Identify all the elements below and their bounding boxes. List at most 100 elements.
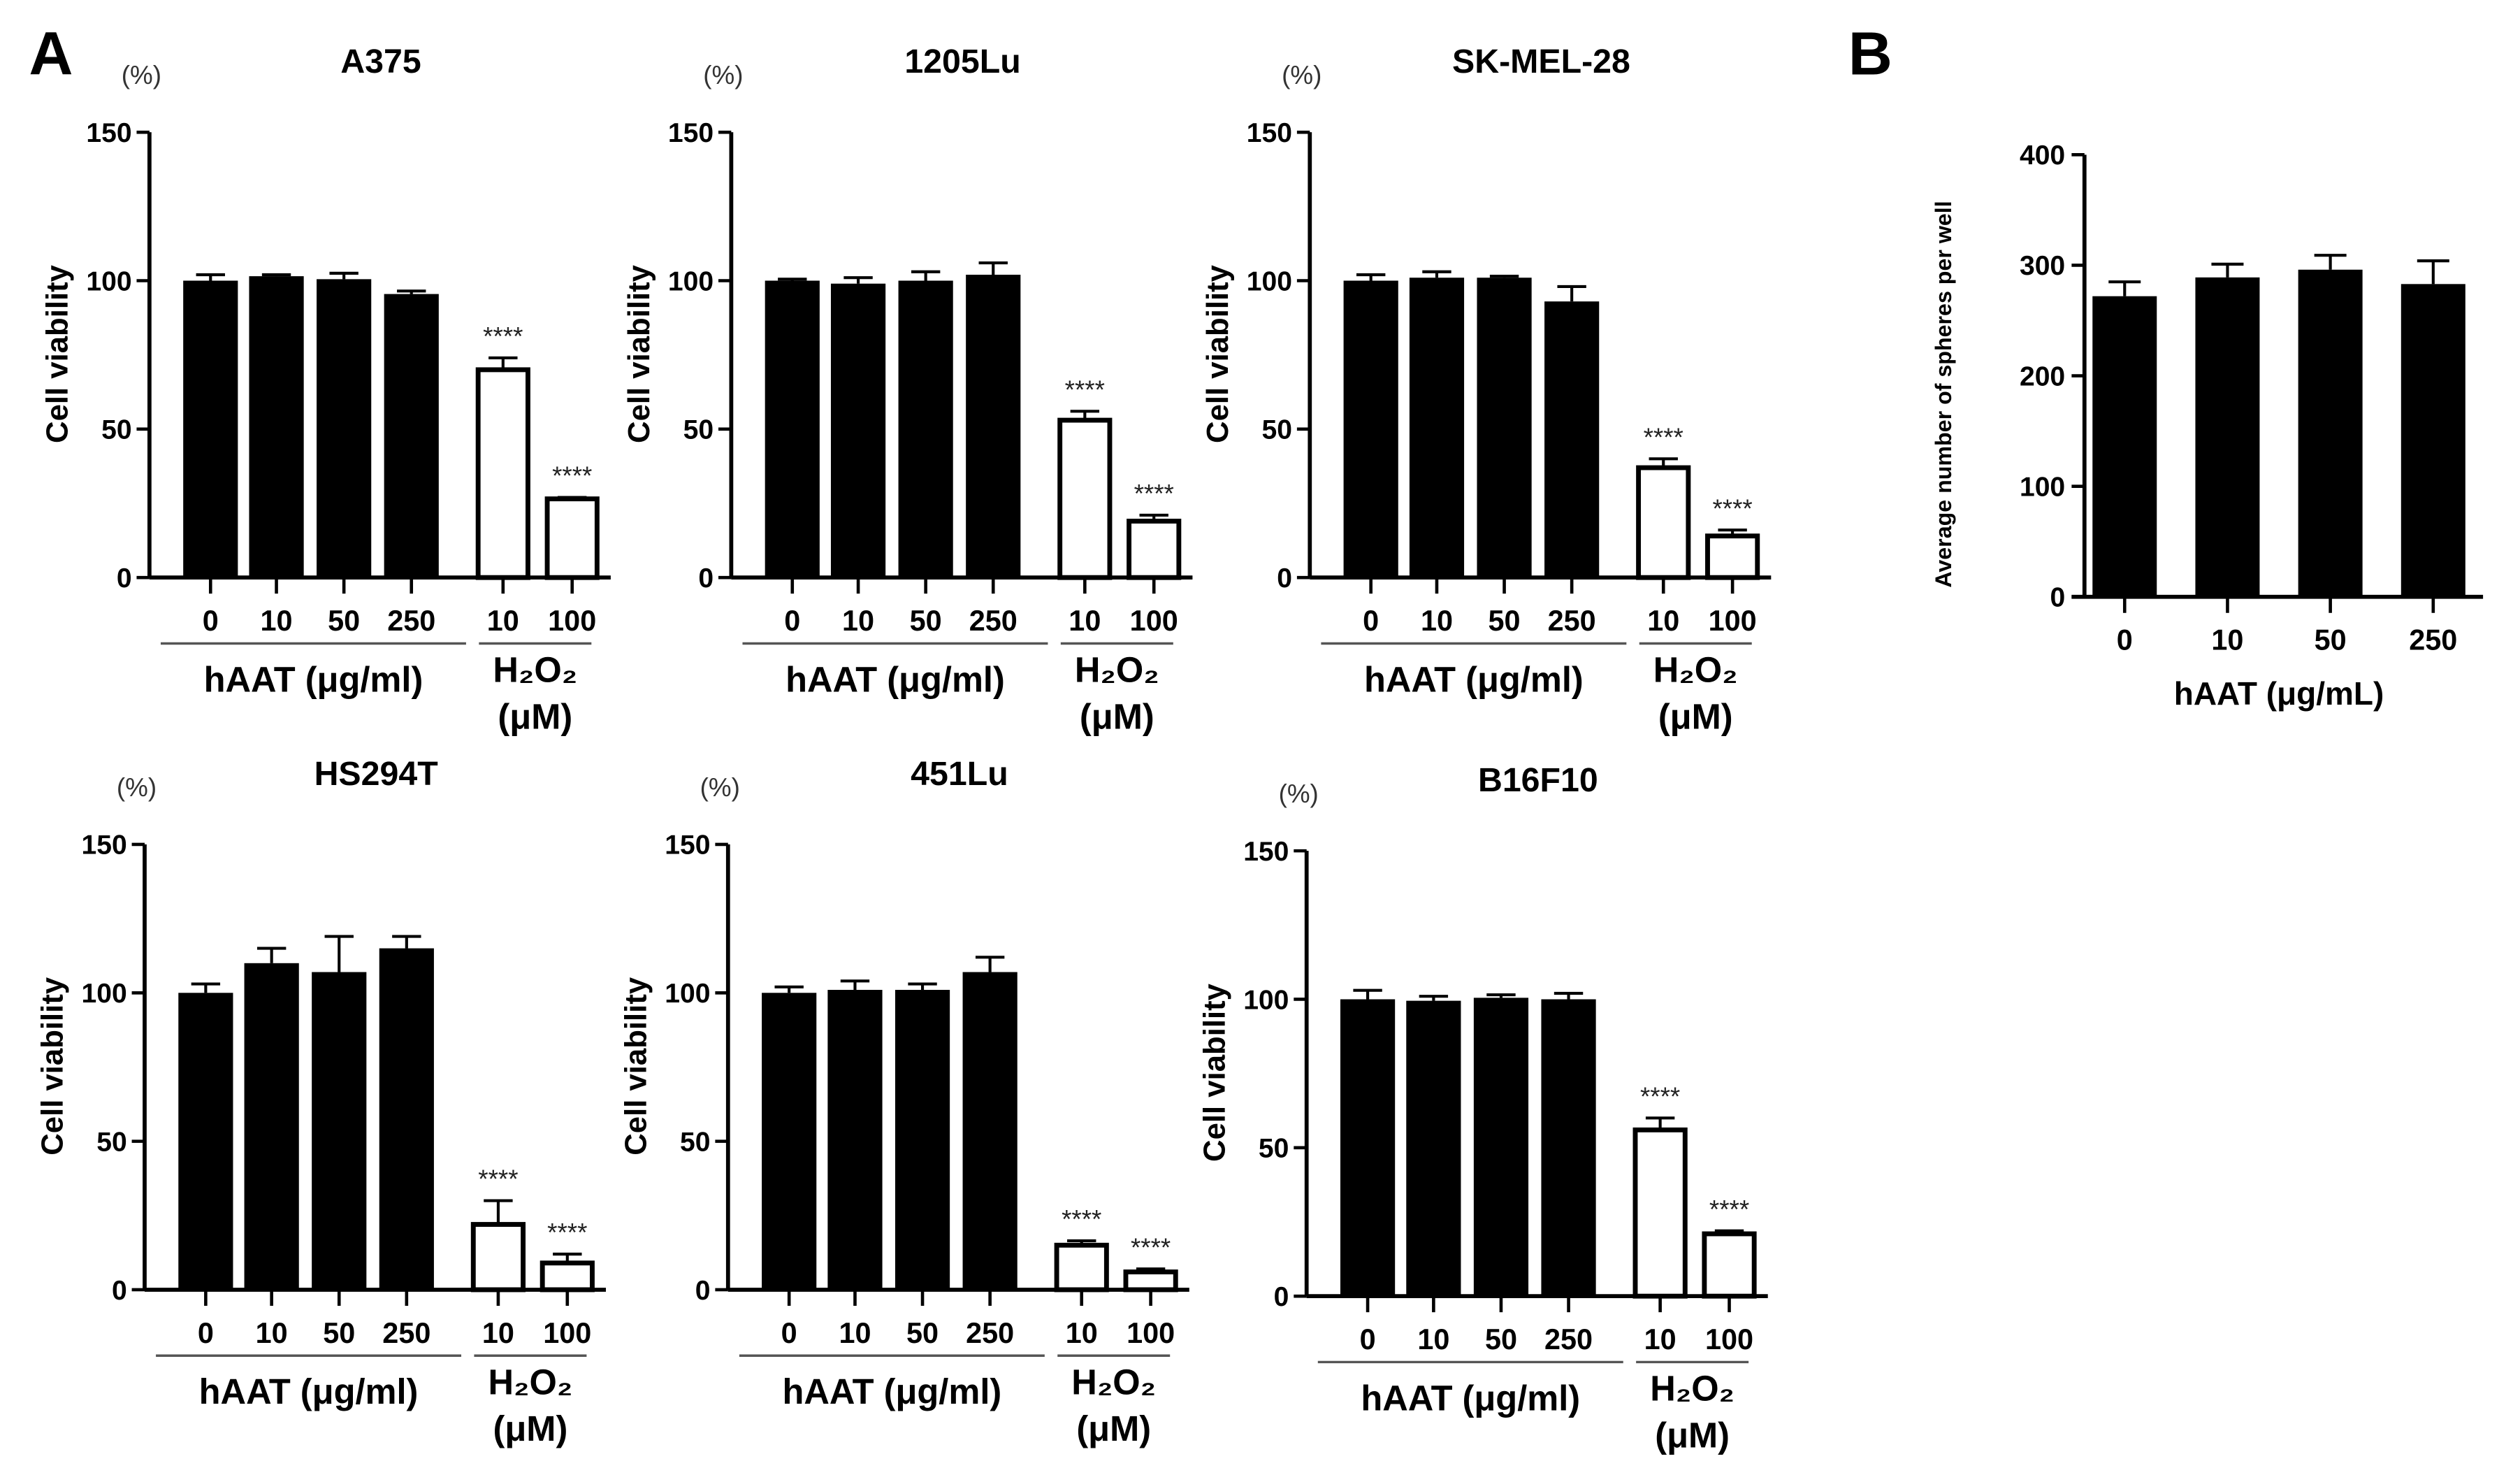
bar: [2092, 296, 2157, 597]
x-tick-label: 0: [1360, 1323, 1376, 1355]
bar: [470, 1222, 526, 1293]
bar: [1541, 999, 1596, 1297]
bar: [1409, 278, 1465, 578]
x-tick-label: 50: [1485, 1323, 1517, 1355]
x-tick-label: 0: [203, 605, 219, 637]
bar: [830, 283, 886, 578]
x-tick-label: 0: [2117, 624, 2133, 656]
chart-title: HS294T: [314, 755, 438, 793]
group-label-haat: hAAT (μg/ml): [204, 659, 423, 699]
bar: [244, 963, 299, 1290]
x-tick-label: 100: [1130, 605, 1178, 637]
y-tick-label: 50: [1259, 1134, 1289, 1164]
x-tick-label: 10: [1417, 1323, 1449, 1355]
significance-marker: ****: [1062, 1204, 1101, 1233]
bar: [827, 990, 883, 1290]
y-tick-label: 150: [86, 118, 131, 148]
x-tick-label: 250: [1544, 1323, 1593, 1355]
y-tick-label: 50: [96, 1127, 126, 1157]
chart-title: A375: [340, 43, 421, 80]
group-label-h2o2: H₂O₂: [1650, 1369, 1735, 1409]
bar: [2195, 277, 2260, 597]
y-axis-label: Cell viability: [1197, 983, 1231, 1162]
x-tick-label: 100: [548, 605, 596, 637]
chart-title: 451Lu: [911, 755, 1008, 793]
group-label-haat: hAAT (μg/ml): [199, 1372, 419, 1411]
bar: [1127, 519, 1182, 580]
x-tick-label: 10: [842, 605, 874, 637]
y-tick-label: 0: [112, 1276, 127, 1306]
bar: [1544, 301, 1600, 578]
bar: [1705, 533, 1760, 580]
y-tick-label: 100: [1247, 266, 1292, 296]
bar: [249, 276, 304, 578]
group-label-haat: hAAT (μg/ml): [1364, 659, 1584, 699]
group-label-h2o2: H₂O₂: [1075, 650, 1159, 690]
significance-marker: ****: [1131, 1233, 1171, 1262]
significance-marker: ****: [1065, 375, 1105, 404]
group-label-haat: hAAT (μg/ml): [1361, 1378, 1580, 1418]
y-tick-label: 100: [668, 266, 714, 296]
x-axis-label: hAAT (μg/mL): [2174, 675, 2384, 712]
y-axis-label: Cell viability: [622, 264, 656, 443]
y-tick-label: 400: [2020, 141, 2065, 171]
chart-panel-b: Average number of spheres per well010020…: [1931, 141, 2484, 712]
x-tick-label: 0: [784, 605, 800, 637]
bar: [1406, 1000, 1461, 1297]
y-axis-label: Cell viability: [36, 977, 70, 1156]
significance-marker: ****: [1712, 494, 1752, 523]
x-tick-label: 50: [328, 605, 360, 637]
x-tick-label: 50: [2315, 624, 2347, 656]
x-tick-label: 100: [543, 1317, 591, 1349]
unit-label: (%): [703, 61, 743, 89]
x-tick-label: 10: [1647, 605, 1679, 637]
chart-panel-hs294t: HS294T (%) Cell viability 0 50 100 150 0 10 50 250…: [36, 755, 607, 1448]
chart-title: SK-MEL-28: [1452, 43, 1630, 80]
x-tick-label: 50: [323, 1317, 355, 1349]
y-tick-label: 0: [1274, 1282, 1289, 1312]
bar: [384, 294, 439, 578]
group-label-h2o2: H₂O₂: [488, 1362, 573, 1402]
y-tick-label: 150: [1243, 837, 1289, 867]
y-tick-label: 100: [1243, 985, 1289, 1015]
panel-label-b: B: [1848, 19, 1892, 87]
group-sublabel-h2o2: (μM): [1655, 1415, 1730, 1455]
group-label-haat: hAAT (μg/ml): [785, 659, 1005, 699]
y-tick-label: 0: [2050, 583, 2065, 613]
bar: [544, 496, 600, 580]
x-tick-label: 50: [910, 605, 942, 637]
group-sublabel-h2o2: (μM): [1658, 696, 1733, 736]
unit-label: (%): [117, 773, 157, 802]
x-tick-label: 0: [1363, 605, 1379, 637]
bar: [178, 993, 233, 1290]
bar: [962, 972, 1018, 1290]
unit-label: (%): [1282, 61, 1321, 89]
x-tick-label: 100: [1709, 605, 1757, 637]
bar: [762, 993, 817, 1290]
significance-marker: ****: [1644, 423, 1683, 452]
bar: [1632, 1127, 1688, 1299]
significance-marker: ****: [547, 1218, 587, 1247]
y-tick-label: 150: [81, 830, 126, 861]
bar: [1054, 1242, 1109, 1293]
bar: [966, 274, 1021, 578]
bar: [2400, 284, 2465, 597]
bar: [1473, 998, 1529, 1297]
y-tick-label: 100: [86, 266, 131, 296]
y-tick-label: 100: [81, 979, 126, 1009]
x-tick-label: 10: [839, 1317, 871, 1349]
x-tick-label: 10: [261, 605, 293, 637]
bar: [2298, 269, 2363, 597]
chart-panel-sk-mel-28: SK-MEL-28 (%) Cell viability 0 50 100 150 0 10 50…: [1201, 43, 1772, 736]
y-tick-label: 0: [698, 563, 714, 593]
y-tick-label: 100: [665, 979, 710, 1009]
y-tick-label: 150: [665, 830, 710, 861]
y-axis-label: Average number of spheres per well: [1931, 201, 1956, 587]
y-tick-label: 300: [2020, 251, 2065, 281]
x-tick-label: 10: [1421, 605, 1453, 637]
x-tick-label: 10: [2211, 624, 2243, 656]
y-tick-label: 0: [695, 1276, 711, 1306]
y-tick-label: 100: [2020, 472, 2065, 502]
group-sublabel-h2o2: (μM): [493, 1409, 568, 1448]
x-tick-label: 0: [198, 1317, 214, 1349]
